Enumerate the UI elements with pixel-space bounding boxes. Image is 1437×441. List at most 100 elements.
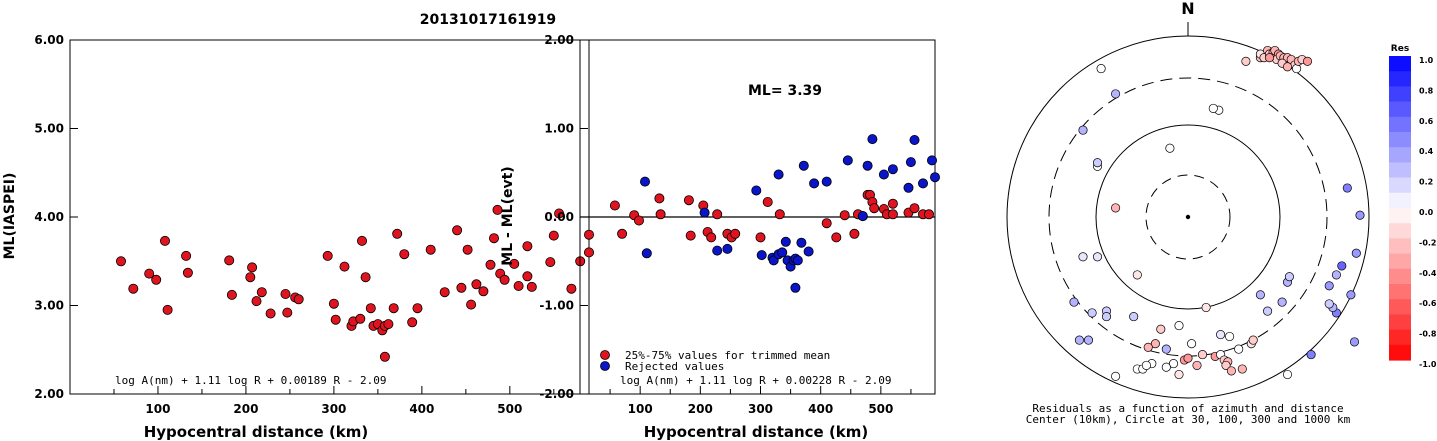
data-point — [265, 308, 276, 319]
data-point — [792, 255, 803, 266]
x-tick-labels: 100 200 300 400 500 — [113, 386, 555, 416]
y-tick-label: 1.00 — [544, 122, 574, 136]
residual-point — [1225, 331, 1235, 342]
residual-point — [1078, 125, 1088, 135]
residual-point — [1324, 299, 1334, 309]
colorbar-cell — [1389, 101, 1411, 118]
data-point — [526, 281, 537, 292]
residual-point — [1346, 290, 1356, 300]
data-point — [712, 209, 723, 220]
data-point — [499, 274, 510, 285]
y-tick-label: 2.00 — [34, 387, 64, 401]
data-point — [798, 160, 809, 171]
residual-point — [1248, 335, 1258, 345]
data-point — [545, 257, 556, 268]
residual-point — [1255, 290, 1265, 300]
colorbar-cell — [1389, 238, 1411, 255]
colorbar-title: Res — [1391, 44, 1409, 54]
colorbar-cell — [1389, 86, 1411, 103]
data-point — [339, 261, 350, 272]
colorbar-label: -0.4 — [1419, 269, 1437, 278]
y-axis-label: ML(IASPEI) — [2, 173, 18, 260]
data-point — [554, 208, 565, 219]
residual-point — [1078, 252, 1088, 262]
x-tick-label: 200 — [688, 402, 713, 416]
residual-point — [1277, 297, 1287, 307]
data-point — [756, 250, 767, 261]
data-point — [407, 317, 418, 328]
data-point — [116, 256, 127, 267]
y-tick-labels: -2.00 -1.00 0.00 1.00 2.00 — [539, 33, 588, 401]
x-tick-label: 400 — [808, 402, 833, 416]
residual-point — [1092, 252, 1103, 262]
residual-point — [1234, 344, 1244, 354]
x-tick-labels: 100 200 300 400 500 — [609, 386, 912, 416]
ring-100km — [1095, 124, 1281, 310]
x-tick-label: 500 — [868, 402, 893, 416]
legend-label-rejected: Rejected values — [625, 360, 724, 373]
residual-point — [1143, 342, 1153, 352]
data-point — [909, 203, 920, 214]
data-point — [683, 195, 694, 206]
legend-marker-rejected — [600, 361, 610, 371]
x-tick-label: 400 — [409, 402, 434, 416]
data-point — [462, 244, 473, 255]
x-axis-label: Hypocentral distance (km) — [144, 423, 369, 441]
y-tick-label: 2.00 — [544, 33, 574, 47]
data-point — [640, 176, 651, 187]
residual-point — [1342, 183, 1352, 193]
data-point — [379, 351, 390, 362]
data-point — [878, 169, 889, 180]
ring-30km — [1145, 174, 1231, 260]
residual-point — [1306, 350, 1316, 360]
data-point — [471, 279, 482, 290]
residual-point — [1264, 53, 1275, 63]
data-point — [751, 185, 762, 196]
data-point — [383, 319, 394, 330]
residual-point — [1161, 362, 1171, 372]
residual-point — [1226, 366, 1236, 376]
data-point — [144, 268, 155, 279]
data-point — [839, 210, 850, 221]
legend-marker-trimmed — [600, 350, 610, 360]
data-point — [918, 178, 929, 189]
colorbar-label: 0.2 — [1419, 178, 1433, 187]
data-point — [522, 271, 533, 282]
data-point — [777, 247, 788, 258]
colorbar-cell — [1389, 147, 1411, 163]
residual-point — [1351, 248, 1361, 258]
colorbar-cell — [1389, 132, 1411, 148]
data-point — [887, 209, 898, 220]
colorbar-cell — [1389, 162, 1411, 179]
colorbar-label: 0.4 — [1419, 147, 1434, 156]
residual-point — [1141, 360, 1151, 370]
data-point — [803, 246, 814, 257]
residual-point — [1132, 270, 1142, 280]
panel-ml-residual: -2.00 -1.00 0.00 1.00 2.00 100 200 300 400 500 M… — [500, 33, 941, 441]
residual-point — [1083, 335, 1094, 345]
data-point — [790, 282, 801, 293]
colorbar-labels: 1.0 0.8 0.6 0.4 0.2 0.0 -0.2 -0.4 -0.6 -0.8 -1.0 — [1419, 56, 1437, 369]
data-point — [566, 283, 577, 294]
colorbar-cell — [1389, 268, 1411, 285]
colorbar-cell — [1389, 208, 1411, 224]
data-point — [330, 314, 341, 325]
colorbar-cell — [1389, 253, 1411, 270]
residual-point — [1282, 369, 1293, 380]
residual-point — [1284, 272, 1294, 282]
data-point — [224, 255, 235, 266]
caption-line2: Center (10km), Circle at 30, 100, 300 an… — [1026, 413, 1351, 426]
colorbar-label: -0.2 — [1419, 238, 1437, 247]
data-point — [488, 233, 499, 244]
colorbar: Res 1.0 0.8 0.6 0.4 0.2 0.0 -0.2 -0.4 -0.6 -0.8 -1… — [1389, 44, 1437, 369]
data-point — [466, 299, 477, 310]
colorbar-label: -0.8 — [1419, 330, 1437, 339]
x-tick-label: 100 — [628, 402, 653, 416]
x-tick-label: 200 — [233, 402, 258, 416]
data-point — [159, 235, 170, 246]
data-point — [181, 250, 192, 261]
legend: 25%-75% values for trimmed mean Rejected… — [600, 349, 830, 373]
x-tick-label: 500 — [497, 402, 522, 416]
data-point — [584, 247, 595, 258]
data-point — [930, 172, 941, 183]
